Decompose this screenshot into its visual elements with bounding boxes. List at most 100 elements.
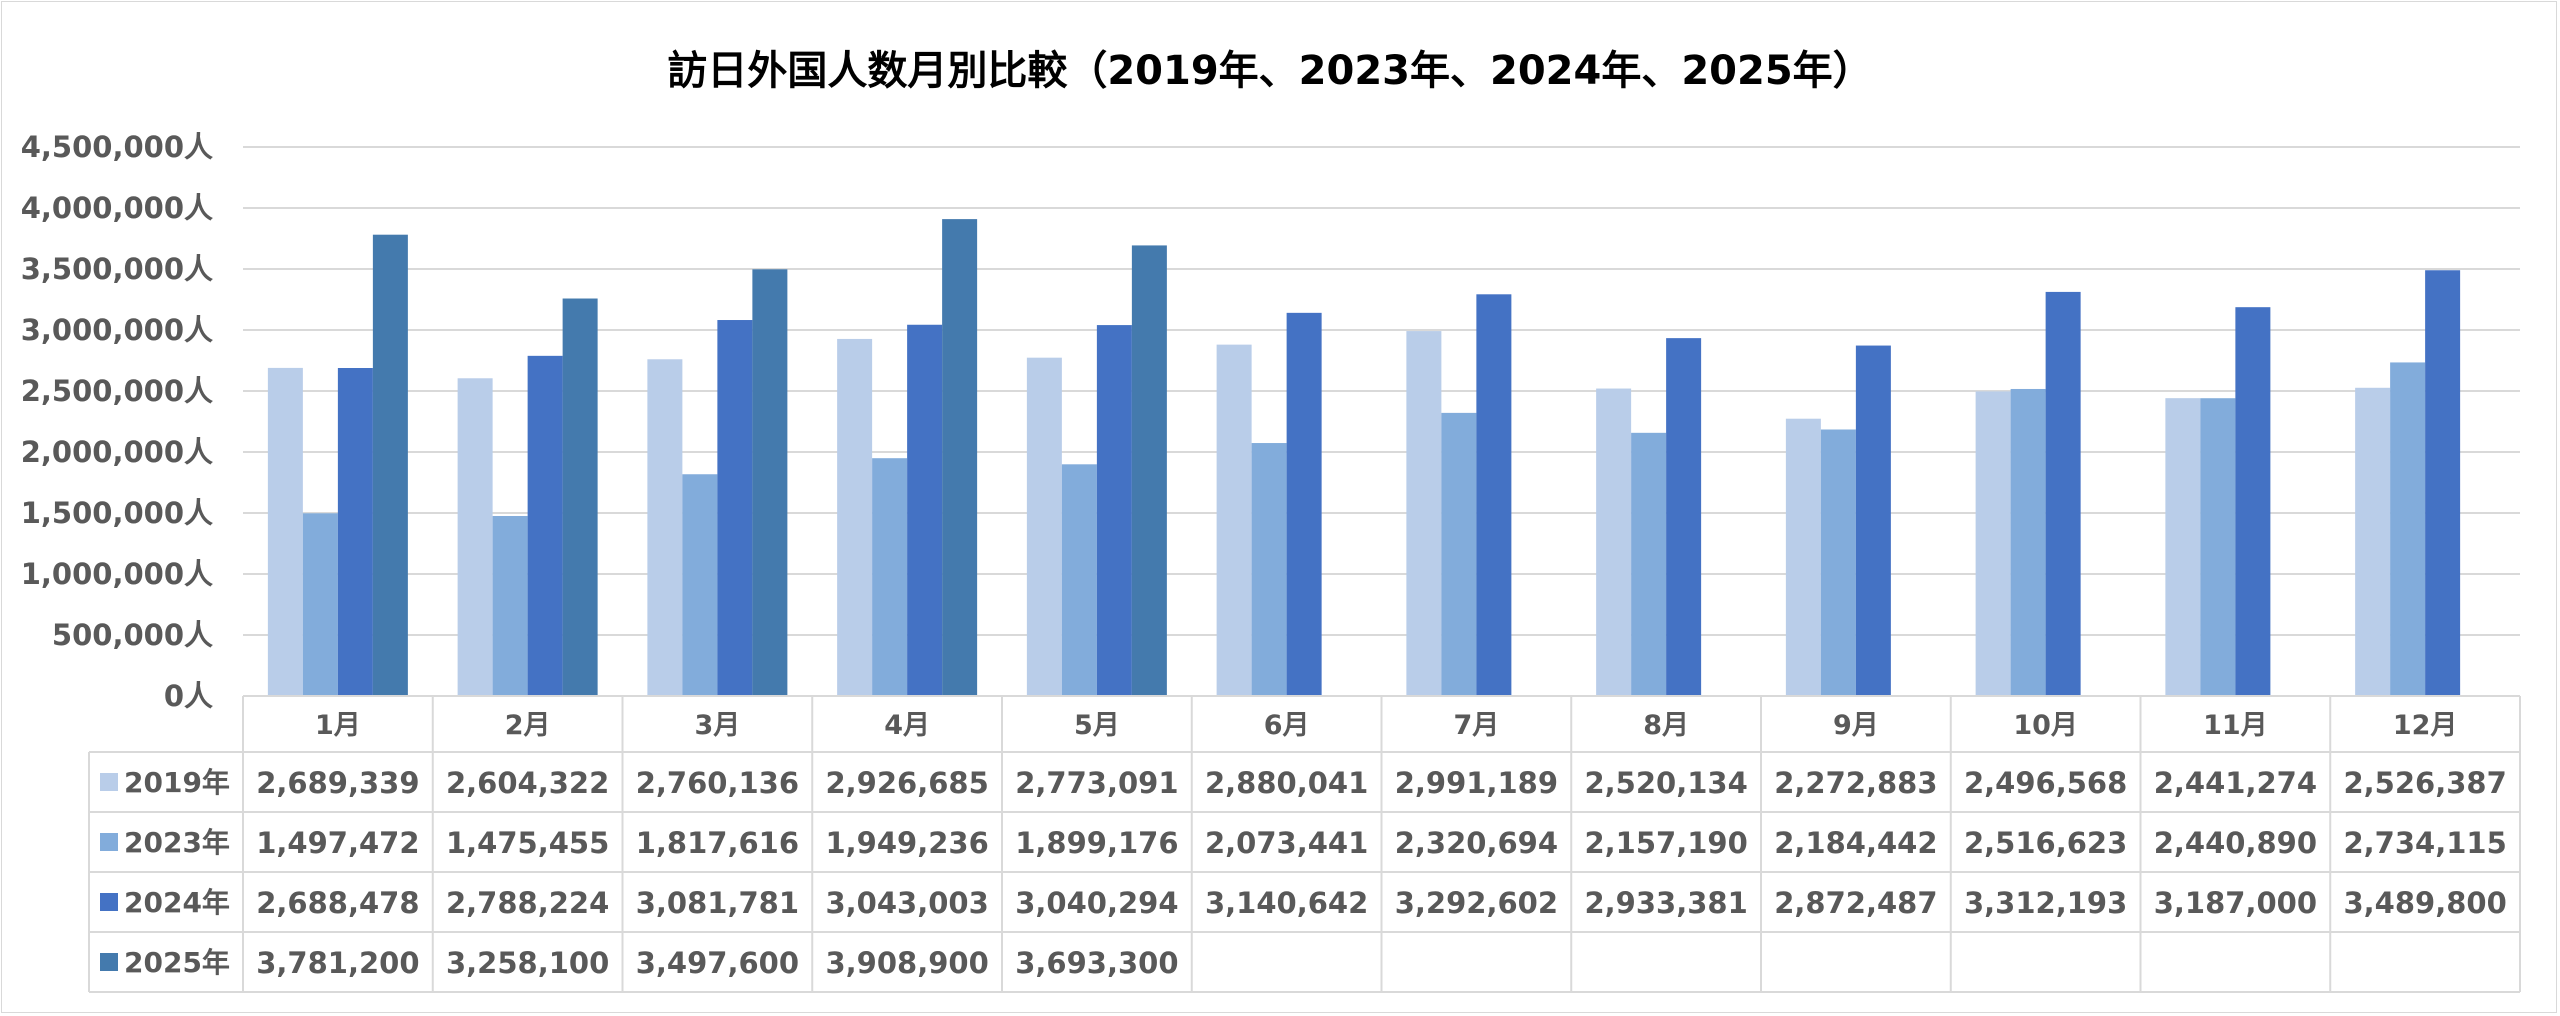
- bar-2024年-4月: [907, 324, 943, 696]
- legend-swatch: [100, 893, 118, 911]
- y-tick-label: 2,000,000人: [21, 435, 213, 469]
- table-cell: 3,908,900: [825, 946, 988, 980]
- bar-2019年-5月: [1026, 357, 1062, 696]
- table-cell: 2,496,568: [1964, 766, 2127, 800]
- table-cell: 2,320,694: [1395, 826, 1558, 860]
- category-label: 5月: [1074, 710, 1120, 741]
- table-cell: 2,073,441: [1205, 826, 1368, 860]
- table-cell: 2,688,478: [256, 886, 419, 920]
- bar-2019年-11月: [2165, 398, 2201, 696]
- table-cell: 2,526,387: [2343, 766, 2506, 800]
- bar-2019年-2月: [457, 378, 493, 696]
- table-cell: 2,991,189: [1395, 766, 1558, 800]
- legend-label: 2024年: [124, 886, 230, 919]
- table-cell: 3,081,781: [636, 886, 799, 920]
- legend-swatch: [100, 773, 118, 791]
- bar-2024年-5月: [1096, 325, 1132, 696]
- bar-2025年-4月: [942, 219, 978, 696]
- table-cell: 3,187,000: [2154, 886, 2317, 920]
- table-cell: 3,781,200: [256, 946, 419, 980]
- table-cell: 3,292,602: [1395, 886, 1558, 920]
- bar-2023年-2月: [492, 515, 528, 696]
- bar-2019年-6月: [1216, 344, 1252, 696]
- bar-2023年-10月: [2010, 388, 2046, 696]
- table-cell: 2,689,339: [256, 766, 419, 800]
- category-label: 6月: [1264, 710, 1310, 741]
- legend-swatch: [100, 833, 118, 851]
- bar-2019年-9月: [1785, 418, 1821, 696]
- chart-title: 訪日外国人数月別比較（2019年、2023年、2024年、2025年）: [667, 48, 1872, 94]
- table-cell: 2,272,883: [1774, 766, 1937, 800]
- bars: [267, 219, 2461, 696]
- y-tick-label: 0人: [164, 679, 213, 713]
- bar-2019年-4月: [837, 338, 873, 696]
- gridlines: [243, 146, 2520, 636]
- table-cell: 1,497,472: [256, 826, 419, 860]
- y-tick-label: 4,500,000人: [21, 130, 213, 164]
- bar-2023年-11月: [2200, 398, 2236, 696]
- bar-2023年-6月: [1251, 443, 1287, 696]
- bar-2025年-3月: [752, 269, 788, 696]
- table-cell: 1,899,176: [1015, 826, 1178, 860]
- table-cell: 2,604,322: [446, 766, 609, 800]
- bar-2024年-11月: [2235, 307, 2271, 696]
- table-cell: 3,693,300: [1015, 946, 1178, 980]
- category-label: 7月: [1453, 710, 1499, 741]
- table-cell: 1,949,236: [825, 826, 988, 860]
- bar-2024年-10月: [2045, 291, 2081, 696]
- bar-2024年-7月: [1476, 294, 1512, 696]
- table-cell: 2,734,115: [2343, 826, 2506, 860]
- table-cell: 3,040,294: [1015, 886, 1178, 920]
- table-cell: 3,497,600: [636, 946, 799, 980]
- y-tick-label: 3,500,000人: [21, 252, 213, 286]
- table-cell: 2,441,274: [2154, 766, 2317, 800]
- table-cell: 3,489,800: [2343, 886, 2506, 920]
- table-cell: 2,926,685: [825, 766, 988, 800]
- table-cell: 2,880,041: [1205, 766, 1368, 800]
- table-cell: 2,440,890: [2154, 826, 2317, 860]
- y-tick-label: 3,000,000人: [21, 313, 213, 347]
- category-label: 8月: [1643, 710, 1689, 741]
- category-label: 11月: [2203, 710, 2268, 741]
- bar-2024年-6月: [1286, 312, 1322, 696]
- bar-2025年-1月: [372, 234, 408, 696]
- category-label: 10月: [2013, 710, 2078, 741]
- bar-2023年-9月: [1820, 429, 1856, 696]
- y-tick-label: 2,500,000人: [21, 374, 213, 408]
- y-tick-label: 1,500,000人: [21, 496, 213, 530]
- table-cell: 1,817,616: [636, 826, 799, 860]
- bar-2019年-12月: [2355, 387, 2391, 696]
- bar-2019年-8月: [1596, 388, 1632, 696]
- bar-2024年-3月: [717, 320, 753, 696]
- table-cell: 1,475,455: [446, 826, 609, 860]
- table-cell: 2,872,487: [1774, 886, 1937, 920]
- bar-2019年-1月: [267, 367, 303, 696]
- category-label: 1月: [315, 710, 361, 741]
- bar-2019年-7月: [1406, 331, 1442, 696]
- bar-2023年-12月: [2390, 362, 2426, 696]
- table-cell: 3,140,642: [1205, 886, 1368, 920]
- bar-2023年-8月: [1631, 432, 1667, 696]
- table-cell: 2,184,442: [1774, 826, 1937, 860]
- y-tick-label: 4,000,000人: [21, 191, 213, 225]
- data-table: 1月 2月 3月 4月 5月 6月 7月 8月 9月 10月 11月 12月 2019年 2,689,33…: [88, 695, 2521, 993]
- bar-2023年-4月: [872, 458, 908, 696]
- legend-label: 2019年: [124, 766, 230, 799]
- y-tick-label: 500,000人: [52, 618, 213, 652]
- category-label: 12月: [2393, 710, 2458, 741]
- table-cell: 2,773,091: [1015, 766, 1178, 800]
- table-cell: 2,516,623: [1964, 826, 2127, 860]
- bar-2024年-2月: [527, 355, 563, 696]
- bar-2024年-1月: [337, 368, 373, 696]
- y-tick-label: 1,000,000人: [21, 557, 213, 591]
- table-cell: 2,520,134: [1584, 766, 1747, 800]
- table-cell: 2,933,381: [1584, 886, 1747, 920]
- bar-2023年-3月: [682, 474, 718, 696]
- category-label: 3月: [694, 710, 740, 741]
- bar-2023年-5月: [1061, 464, 1097, 696]
- legend-swatch: [100, 953, 118, 971]
- category-label: 9月: [1833, 710, 1879, 741]
